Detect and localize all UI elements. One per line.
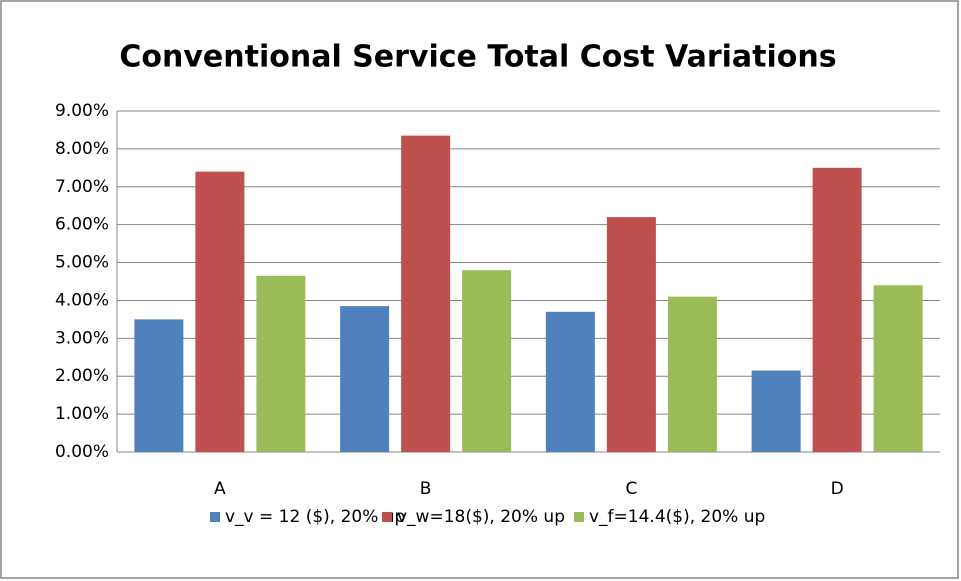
- y-tick-label: 0.00%: [55, 442, 109, 462]
- legend-label: v_v = 12 ($), 20% up: [225, 507, 405, 527]
- y-tick-label: 2.00%: [55, 366, 109, 386]
- x-tick-label: B: [420, 479, 432, 499]
- x-tick-label: D: [831, 479, 844, 499]
- legend-swatch: [574, 512, 584, 522]
- bar: [256, 275, 306, 452]
- x-tick-label: C: [625, 479, 637, 499]
- y-tick-label: 8.00%: [55, 139, 109, 159]
- y-tick-label: 1.00%: [55, 404, 109, 424]
- bar: [545, 311, 595, 452]
- bar: [134, 319, 184, 452]
- y-tick-label: 9.00%: [55, 101, 109, 121]
- bar: [667, 296, 717, 452]
- y-tick-label: 7.00%: [55, 177, 109, 197]
- bar: [401, 135, 451, 452]
- y-tick-label: 5.00%: [55, 253, 109, 273]
- legend-label: v_w=18($), 20% up: [397, 507, 565, 527]
- bar: [462, 270, 512, 452]
- bar: [873, 285, 923, 452]
- legend-label: v_f=14.4($), 20% up: [589, 507, 765, 527]
- bar: [751, 370, 801, 452]
- bar: [606, 217, 656, 452]
- x-tick-label: A: [214, 479, 226, 499]
- legend-swatch: [210, 512, 220, 522]
- bar: [195, 171, 245, 452]
- bar: [812, 167, 862, 453]
- chart-title: Conventional Service Total Cost Variatio…: [119, 40, 836, 75]
- bar: [340, 306, 390, 452]
- y-tick-label: 4.00%: [55, 290, 109, 310]
- legend-swatch: [382, 512, 392, 522]
- y-tick-label: 6.00%: [55, 215, 109, 235]
- y-tick-label: 3.00%: [55, 328, 109, 348]
